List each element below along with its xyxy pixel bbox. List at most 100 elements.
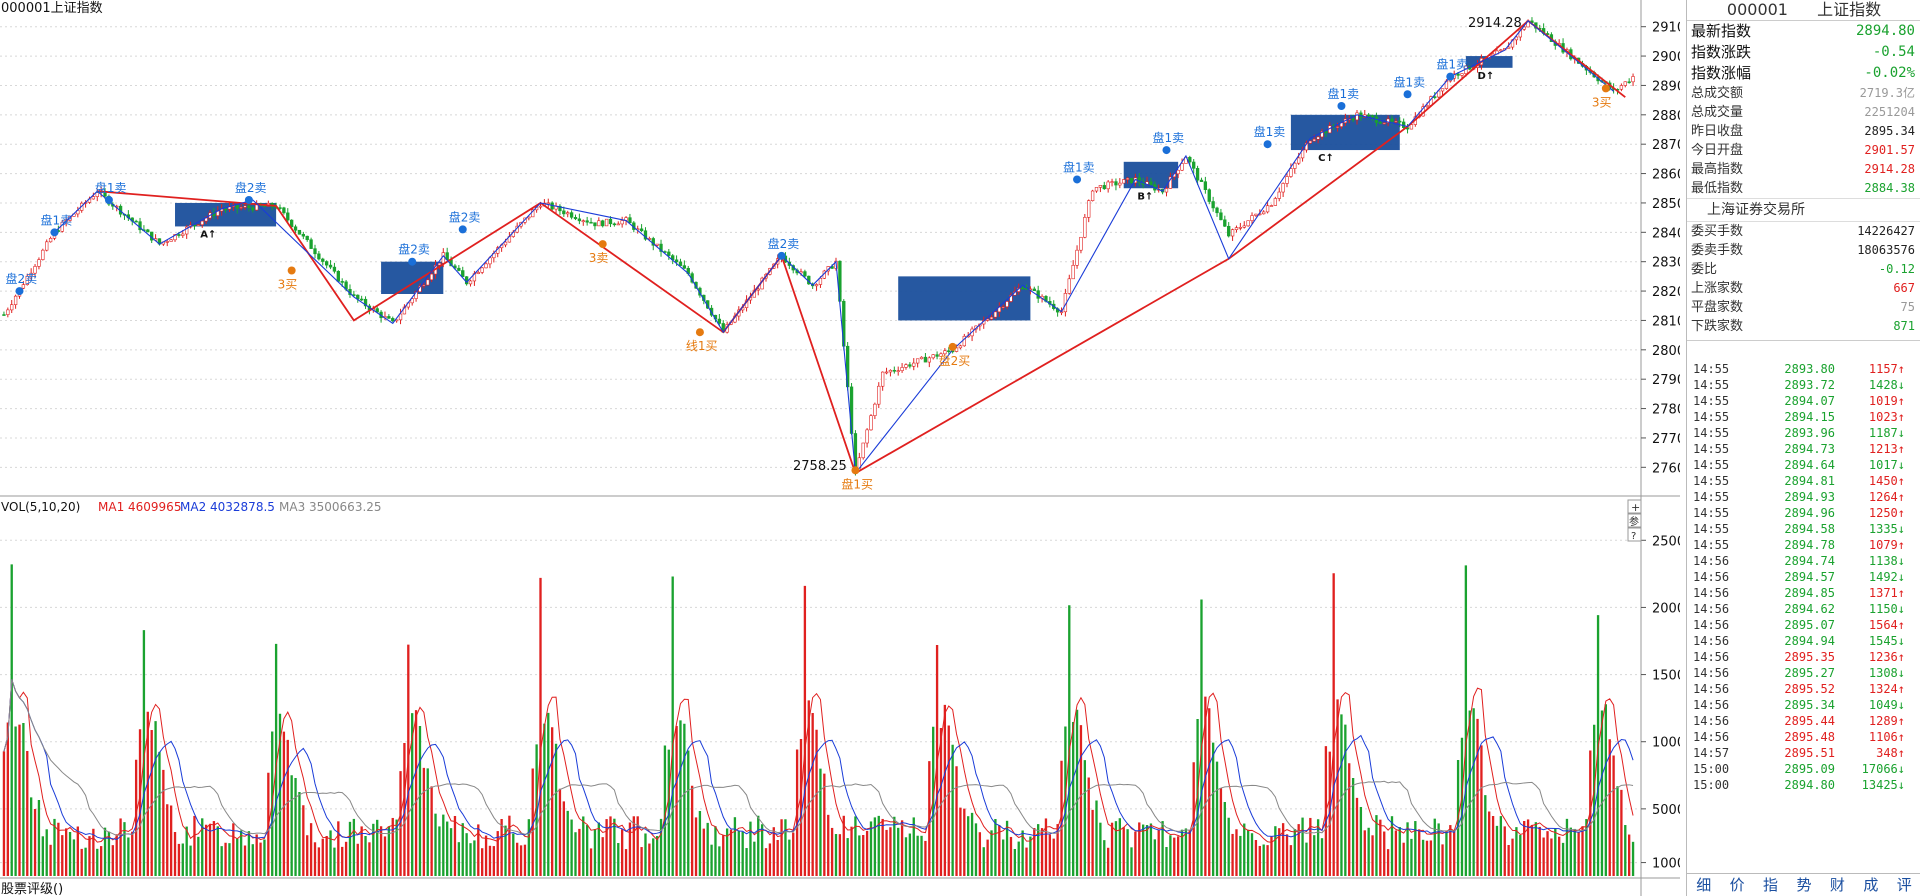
signal-dot — [1337, 102, 1346, 110]
tick-volume: 1187↓ — [1868, 426, 1905, 440]
candle-body — [45, 241, 49, 251]
svg-text:?: ? — [1631, 531, 1636, 542]
candle-body — [1456, 73, 1460, 76]
candle-body — [1355, 112, 1359, 121]
tick-volume: 1564↑ — [1868, 618, 1905, 632]
candle-body — [317, 253, 321, 260]
help-button[interactable] — [1627, 527, 1642, 542]
zoom-in-button[interactable] — [1627, 499, 1642, 514]
candle-body — [896, 370, 900, 372]
candle-body — [480, 267, 484, 273]
candle-body — [95, 192, 99, 197]
signal-label: 盘1买 — [841, 476, 873, 491]
candle-body — [251, 207, 255, 211]
tick-volume: 1335↓ — [1868, 522, 1905, 536]
candle-body — [1087, 200, 1091, 218]
signal-label: 盘1卖 — [1327, 86, 1359, 101]
panel-tab[interactable]: 指 — [1763, 876, 1779, 894]
signal-dot — [1263, 140, 1272, 149]
stat-label: 委卖手数 — [1691, 243, 1744, 258]
panel-tab[interactable]: 财 — [1829, 876, 1845, 894]
candle-body — [814, 284, 819, 287]
panel-tab[interactable]: 成 — [1863, 876, 1879, 894]
candle-body — [1129, 177, 1134, 184]
tick-time: 14:55 — [1693, 458, 1730, 472]
candle-body — [577, 218, 582, 222]
panel-tab[interactable]: 评 — [1896, 876, 1912, 894]
tick-price: 2895.07 — [1784, 618, 1835, 632]
candle-body — [134, 220, 138, 223]
candle-body — [589, 221, 593, 224]
tick-time: 14:55 — [1693, 490, 1730, 504]
candle-body — [1631, 76, 1635, 83]
candle-body — [904, 364, 908, 368]
candle-body — [429, 273, 434, 281]
candle-body — [888, 369, 893, 373]
candle-body — [604, 218, 609, 227]
candle-body — [1401, 121, 1406, 128]
vol-ma2-line — [3, 679, 1634, 841]
pivot-zone-label: C↑ — [1318, 153, 1334, 164]
signal-dot — [851, 466, 860, 475]
candle-body — [363, 298, 368, 307]
candle-body — [639, 228, 644, 232]
candle-body — [1230, 229, 1235, 237]
candle-body — [1460, 73, 1464, 76]
candle-body — [173, 234, 177, 241]
candle-body — [1316, 136, 1320, 140]
candle-body — [391, 318, 395, 322]
candle-body — [21, 284, 26, 289]
candle-body — [476, 272, 480, 274]
candle-body — [1102, 185, 1106, 190]
params-button[interactable] — [1627, 513, 1642, 528]
tick-list[interactable]: 14:55 2893.80 1157↑ 14:55 2893.72 1428↓ 14:55 2… — [1687, 361, 1920, 793]
candle-body — [884, 371, 889, 374]
candle-body — [1433, 96, 1437, 98]
candle-body — [1254, 213, 1258, 216]
candle-body — [1351, 118, 1355, 121]
candle-body — [1114, 181, 1118, 186]
price-tick-label: 2770 — [1652, 432, 1680, 447]
candle-body — [931, 354, 935, 359]
panel-tab[interactable]: 价 — [1729, 876, 1745, 894]
stat-value: -0.54 — [1872, 44, 1915, 60]
panel-tab[interactable]: 细 — [1696, 876, 1712, 894]
candle-body — [947, 350, 951, 352]
candle-body — [993, 311, 998, 318]
candle-body — [915, 358, 920, 364]
candle-body — [282, 207, 286, 214]
candle-body — [678, 261, 683, 266]
stat-row: 最低指数 2884.38 — [1687, 179, 1920, 198]
candle-body — [1180, 163, 1184, 171]
panel-tab[interactable]: 势 — [1796, 876, 1812, 894]
high-price-label: 2914.28 — [1468, 16, 1522, 31]
candle-body — [1164, 188, 1169, 193]
tick-row: 14:55 2894.78 1079↑ — [1687, 537, 1920, 553]
candle-body — [290, 219, 294, 228]
stat-row: 委卖手数 18063576 — [1687, 241, 1920, 260]
vol-legend: VOL(5,10,20) MA1 4609965 MA2 4032878.5 M… — [1, 500, 382, 514]
candle-body — [1499, 49, 1503, 52]
candle-body — [437, 262, 442, 266]
candle-body — [1238, 227, 1243, 229]
tick-row: 14:56 2895.48 1106↑ — [1687, 729, 1920, 745]
candle-body — [900, 367, 904, 371]
tick-row: 14:56 2894.62 1150↓ — [1687, 601, 1920, 617]
tick-row: 14:55 2894.64 1017↓ — [1687, 457, 1920, 473]
svg-text:+: + — [1631, 501, 1640, 514]
candle-body — [1192, 161, 1196, 169]
pivot-zone — [1465, 56, 1513, 68]
tick-price: 2894.15 — [1784, 410, 1835, 424]
price-tick-label: 2760 — [1652, 461, 1680, 476]
signal-dot — [1601, 84, 1610, 93]
candle-body — [1211, 201, 1215, 209]
tick-row: 14:56 2894.74 1138↓ — [1687, 553, 1920, 569]
candle-body — [321, 258, 325, 262]
stat-label: 总成交量 — [1691, 105, 1744, 120]
tick-volume: 1236↑ — [1868, 650, 1905, 664]
tick-row: 14:55 2894.58 1335↓ — [1687, 521, 1920, 537]
candle-body — [200, 220, 204, 226]
tick-volume: 1023↑ — [1868, 410, 1905, 424]
